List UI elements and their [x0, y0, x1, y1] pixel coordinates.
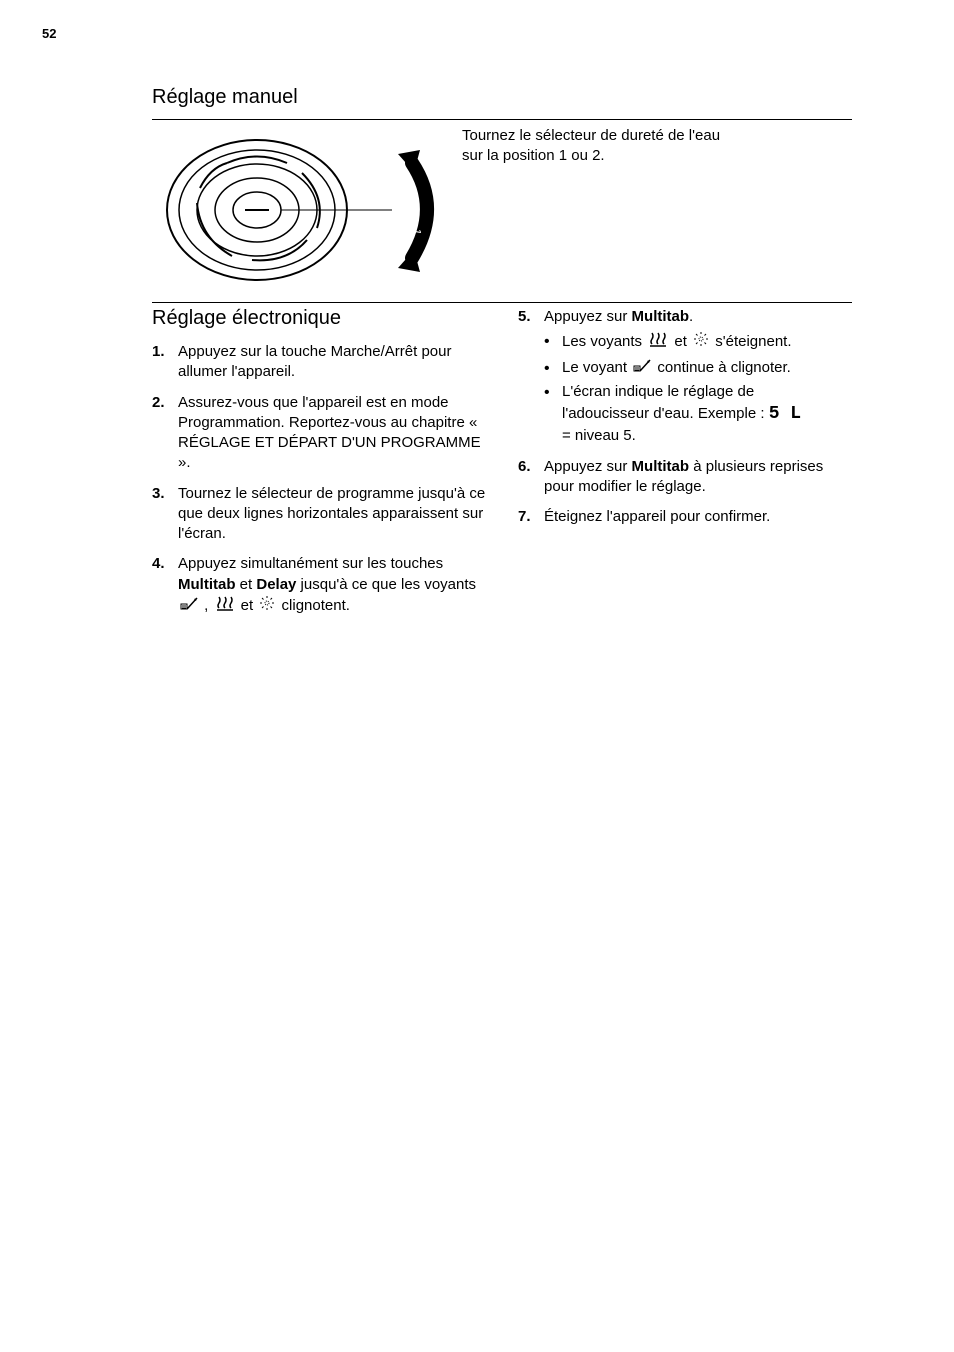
- steam-icon: [215, 595, 235, 617]
- delay-label: Delay: [256, 576, 296, 593]
- step-7: Éteignez l'appareil pour confirmer.: [518, 507, 852, 527]
- step-5: Appuyez sur Multitab. Les voyants et s'é…: [518, 307, 852, 447]
- text: Appuyez sur: [544, 308, 632, 325]
- step-1: Appuyez sur la touche Marche/Arrêt pour …: [152, 342, 486, 383]
- text: L'écran indique le réglage de: [562, 383, 754, 400]
- text: .: [689, 308, 693, 325]
- bullet-3: L'écran indique le réglage de l'adouciss…: [544, 382, 852, 447]
- steam-icon: [648, 331, 668, 353]
- text: Le voyant: [562, 359, 631, 376]
- text: continue à clignoter.: [653, 359, 791, 376]
- text: Appuyez sur: [544, 458, 632, 475]
- page-content: Réglage manuel: [152, 86, 852, 627]
- steps-1-4: Appuyez sur la touche Marche/Arrêt pour …: [152, 342, 486, 617]
- text: et: [236, 576, 257, 593]
- manual-row: 2 1 Tournez le sélecteur de dureté de l'…: [152, 119, 852, 288]
- svg-text:1: 1: [410, 227, 423, 235]
- electronic-section: Réglage électronique Appuyez sur la touc…: [152, 302, 852, 627]
- dial-figure: 2 1: [152, 120, 462, 288]
- manual-caption: Tournez le sélecteur de dureté de l'eau …: [462, 120, 852, 288]
- text: clignotent.: [277, 597, 350, 614]
- multitab-label: Multitab: [632, 458, 690, 475]
- text: Appuyez simultanément sur les touches: [178, 555, 443, 572]
- text: et: [670, 333, 691, 350]
- two-columns: Réglage électronique Appuyez sur la touc…: [152, 307, 852, 627]
- text: Les voyants: [562, 333, 646, 350]
- dial-illustration-svg: 2 1: [152, 128, 452, 288]
- rinse-icon: [259, 595, 275, 617]
- text: ,: [200, 597, 213, 614]
- text: jusqu'à ce que les voyants: [296, 576, 476, 593]
- text: s'éteignent.: [711, 333, 791, 350]
- salt-icon: [180, 596, 198, 616]
- page-number: 52: [42, 26, 56, 41]
- text: et: [237, 597, 258, 614]
- right-column: Appuyez sur Multitab. Les voyants et s'é…: [518, 307, 852, 627]
- step5-bullets: Les voyants et s'éteignent. Le voyant co…: [544, 331, 852, 446]
- salt-icon: [633, 358, 651, 378]
- step-3: Tournez le sélecteur de programme jusqu'…: [152, 484, 486, 545]
- step-4: Appuyez simultanément sur les touches Mu…: [152, 554, 486, 617]
- step-2: Assurez-vous que l'appareil est en mode …: [152, 393, 486, 474]
- step-6: Appuyez sur Multitab à plusieurs reprise…: [518, 457, 852, 498]
- svg-text:2: 2: [407, 196, 420, 205]
- display-digits: 5 L: [769, 402, 801, 426]
- manual-heading: Réglage manuel: [152, 86, 852, 109]
- manual-caption-line1: Tournez le sélecteur de dureté de l'eau: [462, 127, 720, 144]
- left-column: Réglage électronique Appuyez sur la touc…: [152, 307, 486, 627]
- steps-5-7: Appuyez sur Multitab. Les voyants et s'é…: [518, 307, 852, 527]
- bullet-1: Les voyants et s'éteignent.: [544, 331, 852, 353]
- manual-caption-line2: sur la position 1 ou 2.: [462, 147, 605, 164]
- multitab-label: Multitab: [632, 308, 690, 325]
- bullet-2: Le voyant continue à clignoter.: [544, 358, 852, 378]
- electronic-heading: Réglage électronique: [152, 307, 486, 330]
- text: l'adoucisseur d'eau. Exemple :: [562, 405, 769, 422]
- text: = niveau 5.: [562, 427, 636, 444]
- multitab-label: Multitab: [178, 576, 236, 593]
- rinse-icon: [693, 331, 709, 353]
